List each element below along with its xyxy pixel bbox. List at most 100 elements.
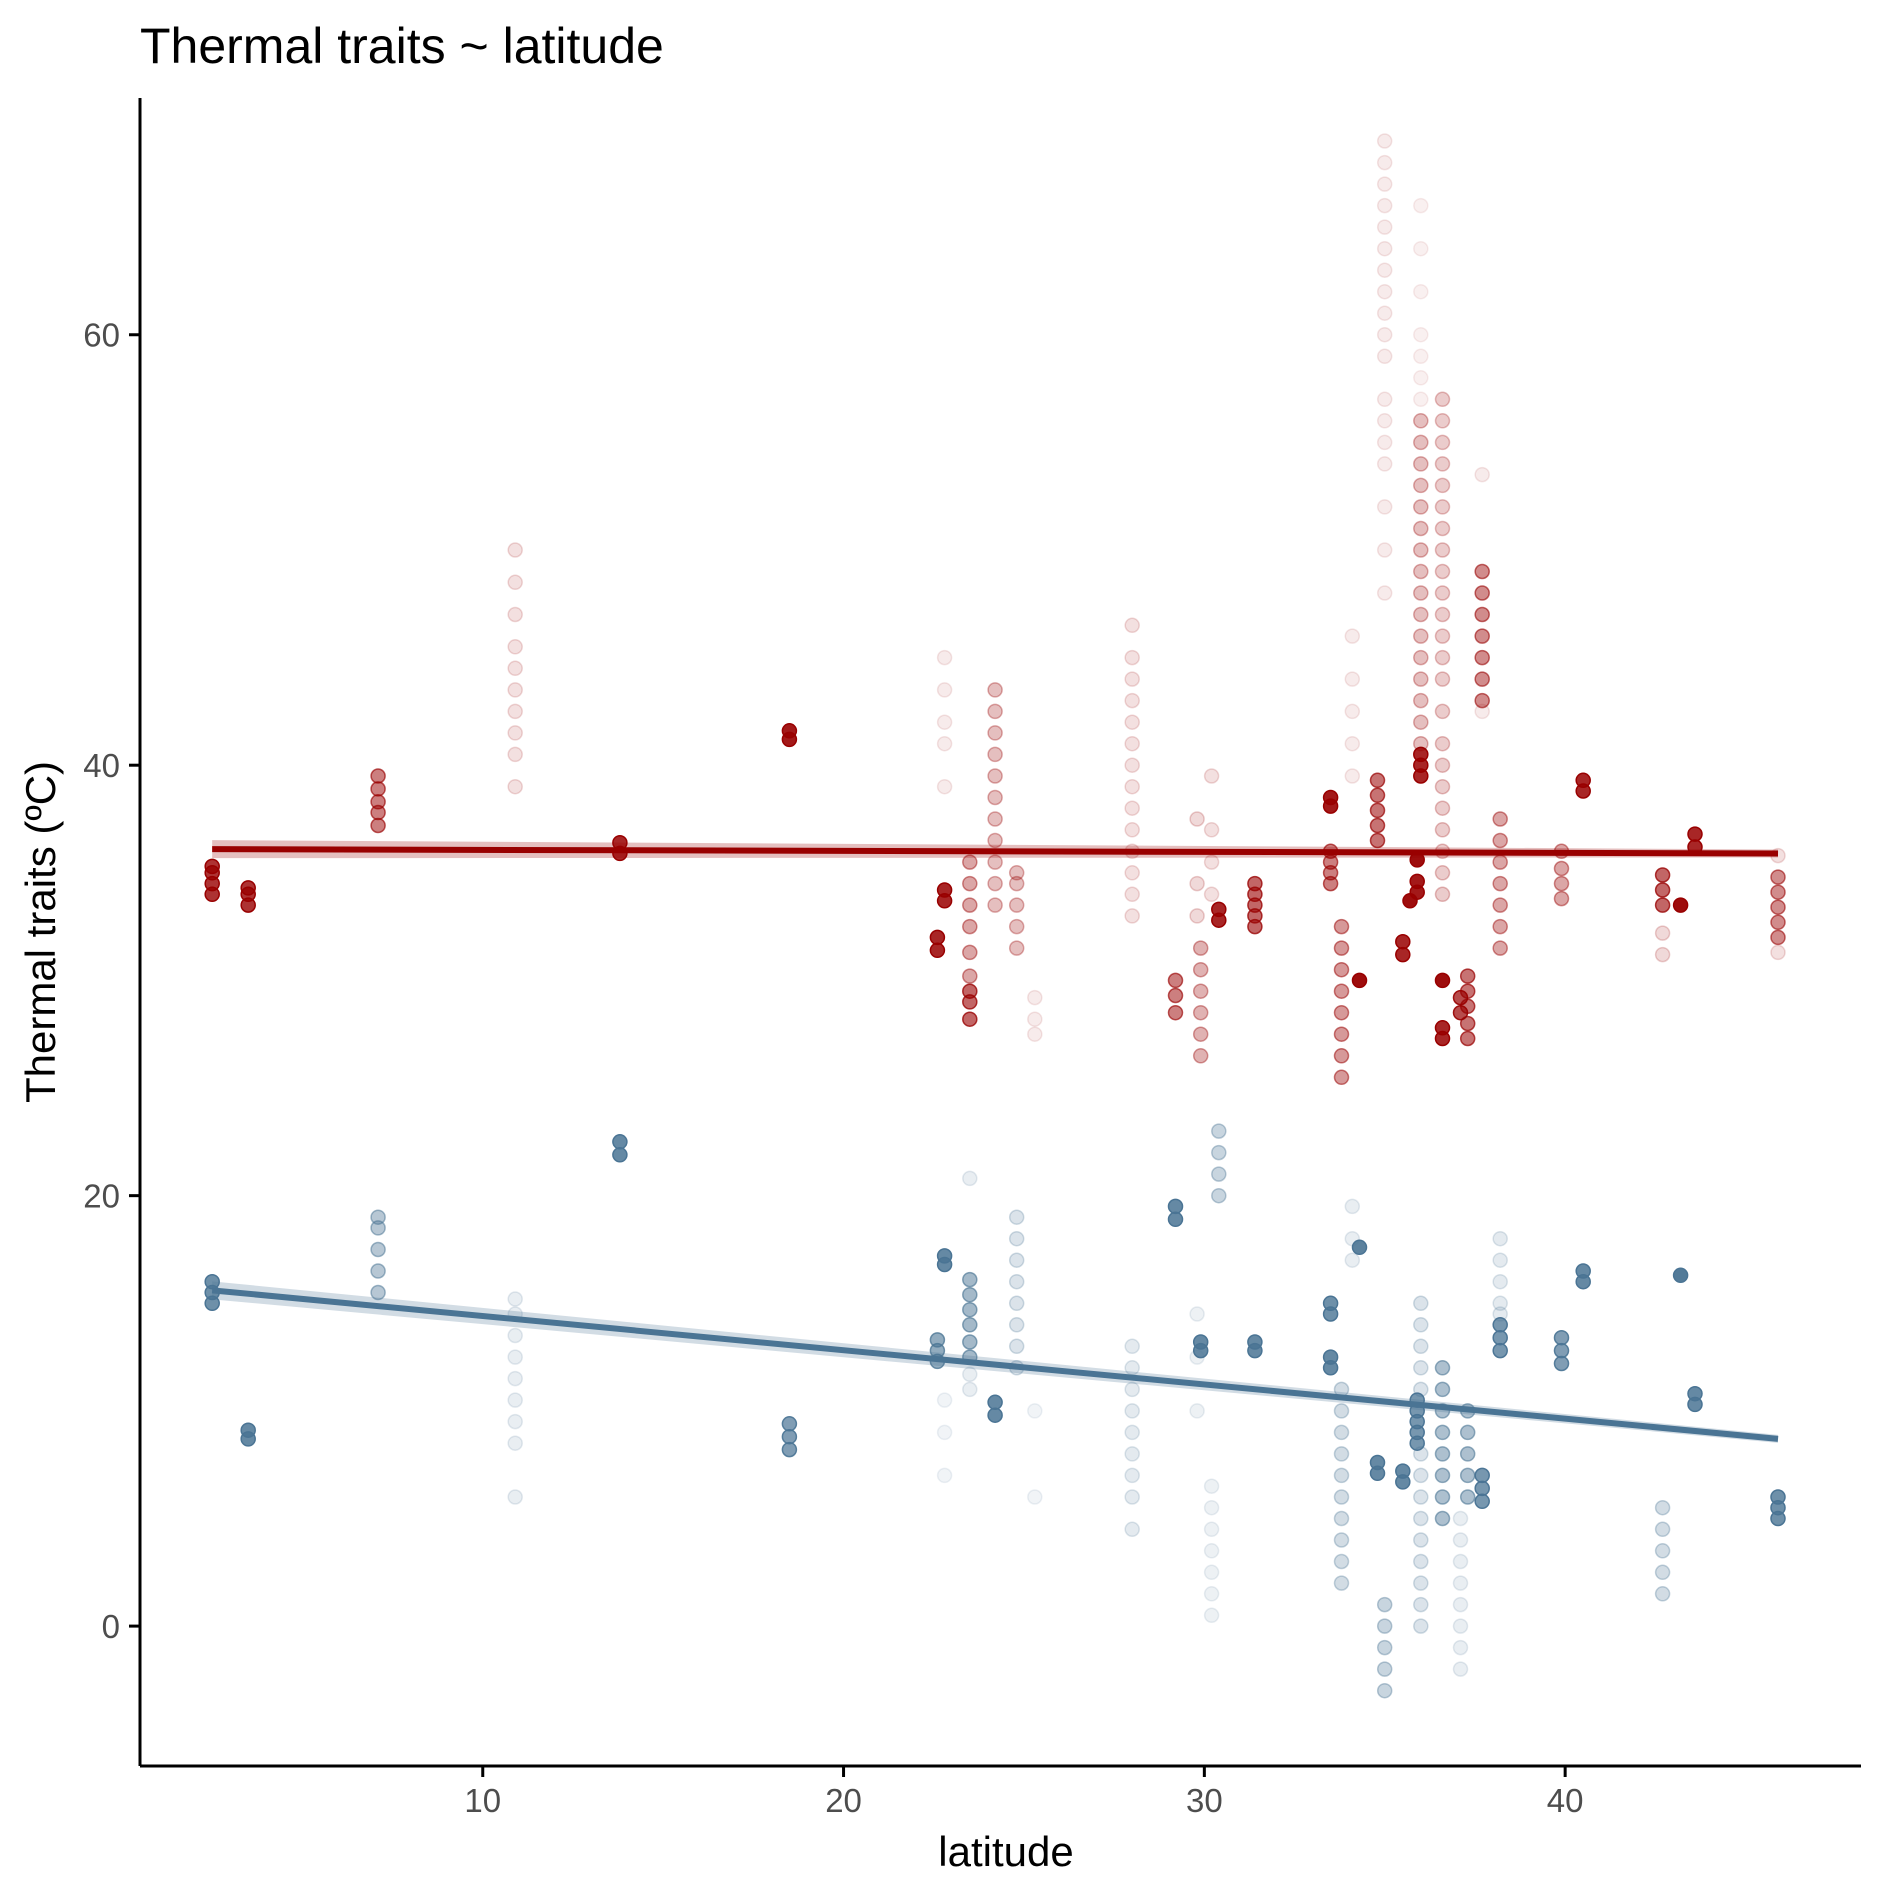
data-point: [1124, 1521, 1140, 1538]
data-point: [1344, 735, 1361, 752]
data-point: [936, 682, 953, 698]
data-point: [987, 682, 1003, 698]
data-point: [1124, 671, 1140, 687]
data-point: [962, 875, 978, 892]
data-point: [612, 1134, 628, 1150]
data-point: [1333, 1532, 1350, 1548]
data-point: [1672, 897, 1689, 913]
data-point: [1452, 1532, 1469, 1548]
data-point: [1687, 1385, 1703, 1402]
data-point: [1192, 940, 1209, 956]
data-point: [1770, 869, 1786, 885]
data-point: [1008, 918, 1025, 935]
data-point: [1434, 735, 1451, 752]
data-point: [1413, 326, 1429, 343]
data-point: [1452, 1575, 1469, 1591]
data-point: [962, 1381, 978, 1398]
data-point: [987, 789, 1003, 806]
data-point: [1474, 1480, 1490, 1497]
data-point: [507, 1435, 523, 1451]
data-point: [1376, 1682, 1393, 1699]
data-point: [1376, 1596, 1393, 1613]
data-point: [1434, 606, 1451, 623]
data-point: [1434, 1467, 1451, 1484]
data-point: [1452, 1553, 1469, 1570]
data-point: [1189, 908, 1205, 924]
data-point: [1211, 1144, 1227, 1161]
data-point: [1376, 542, 1393, 558]
data-point: [1434, 800, 1451, 816]
y-tick-label: 60: [83, 317, 120, 354]
data-point: [1413, 714, 1429, 730]
data-point: [1203, 1499, 1220, 1516]
data-point: [1413, 1510, 1429, 1527]
data-point: [507, 725, 523, 741]
data-point: [1770, 914, 1786, 931]
fit-line-upper: [212, 846, 1779, 857]
data-point: [1344, 671, 1361, 687]
data-point: [1654, 1543, 1671, 1559]
data-point: [1203, 854, 1220, 870]
data-point: [1203, 1521, 1220, 1538]
data-point: [1124, 865, 1140, 881]
data-point: [1333, 1048, 1350, 1064]
data-point: [987, 832, 1003, 849]
data-point: [1124, 822, 1140, 838]
data-point: [1413, 477, 1429, 494]
data-point: [1333, 918, 1350, 935]
data-point: [1376, 176, 1393, 192]
data-point: [962, 918, 978, 935]
data-point: [987, 875, 1003, 892]
data-point: [1203, 886, 1220, 903]
data-point: [507, 703, 523, 720]
data-point: [1474, 466, 1490, 483]
data-point: [1189, 1403, 1205, 1419]
data-point: [962, 944, 978, 961]
data-point: [1770, 929, 1786, 946]
data-point: [1376, 197, 1393, 214]
data-point: [1553, 1329, 1570, 1346]
data-point: [1474, 703, 1490, 720]
data-point: [1413, 649, 1429, 666]
data-point: [1008, 1295, 1025, 1312]
data-point: [1553, 890, 1570, 907]
data-point: [962, 1286, 978, 1303]
data-point: [1333, 1575, 1350, 1591]
data-point: [1167, 972, 1184, 989]
data-point: [1452, 1510, 1469, 1527]
data-point: [1434, 703, 1451, 720]
data-point: [1203, 1478, 1220, 1494]
data-point: [1413, 692, 1429, 709]
data-point: [1376, 499, 1393, 515]
data-point: [1459, 1030, 1476, 1047]
data-point: [1008, 1273, 1025, 1290]
data-point: [1434, 822, 1451, 838]
data-point: [1434, 671, 1451, 687]
data-point: [1413, 542, 1429, 558]
data-point: [1413, 1338, 1429, 1355]
data-point: [1492, 940, 1508, 956]
data-point: [1376, 585, 1393, 601]
data-point: [1654, 946, 1671, 963]
data-point: [1413, 1532, 1429, 1548]
data-point: [1333, 1069, 1350, 1086]
y-tick-label: 20: [83, 1178, 120, 1215]
data-point: [1376, 305, 1393, 321]
data-point: [507, 778, 523, 795]
data-point: [507, 746, 523, 763]
data-point: [204, 858, 220, 875]
data-point: [1124, 1338, 1140, 1355]
data-point: [1413, 628, 1429, 644]
data-point: [1413, 735, 1429, 752]
data-point: [507, 1349, 523, 1365]
data-point: [370, 1220, 386, 1236]
data-point: [1124, 757, 1140, 773]
data-point: [987, 1394, 1003, 1411]
data-point: [1124, 800, 1140, 816]
data-point: [1376, 413, 1393, 429]
data-point: [962, 1011, 978, 1027]
data-point: [1376, 1639, 1393, 1656]
data-point: [1687, 826, 1703, 842]
